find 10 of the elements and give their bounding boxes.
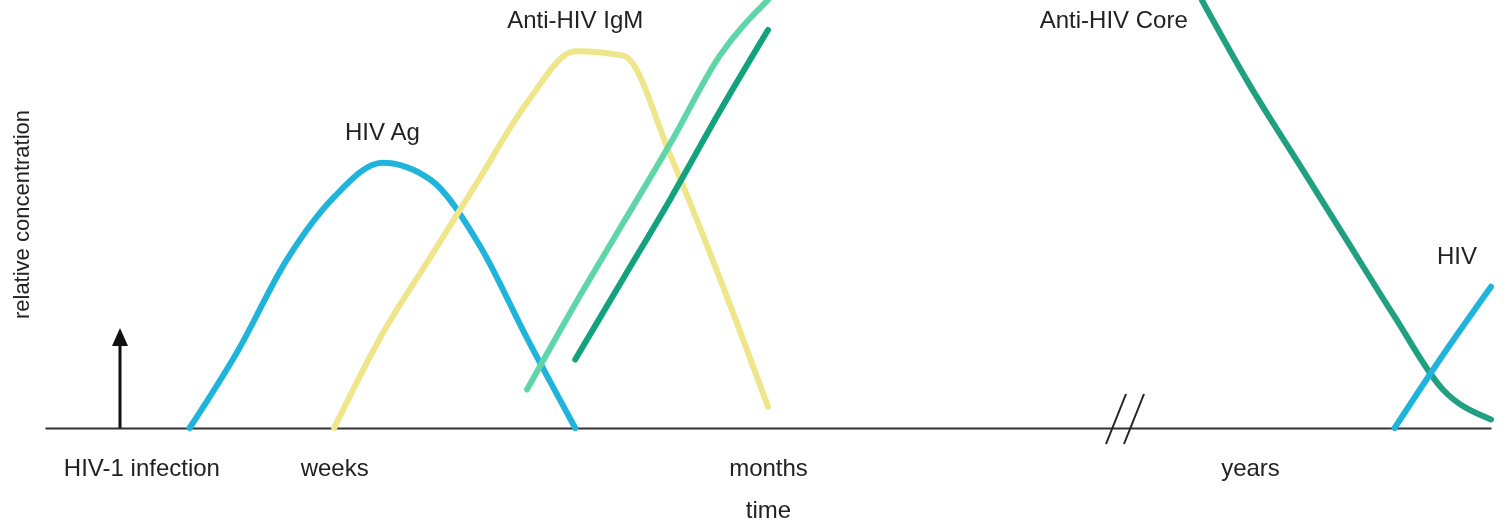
series-label: Anti-HIV IgM [507, 6, 644, 34]
y-axis-title: relative concentration [8, 109, 34, 320]
x-tick-label: years [1221, 453, 1280, 481]
series-label: HIV Ag [345, 117, 420, 145]
x-axis-title: time [745, 495, 792, 523]
x-tick-label: HIV-1 infection [63, 453, 220, 481]
series-label: HIV [1436, 241, 1477, 269]
x-tick-label: weeks [299, 453, 369, 481]
series-label: Anti-HIV Core [1039, 6, 1188, 34]
x-tick-label: months [729, 453, 808, 481]
